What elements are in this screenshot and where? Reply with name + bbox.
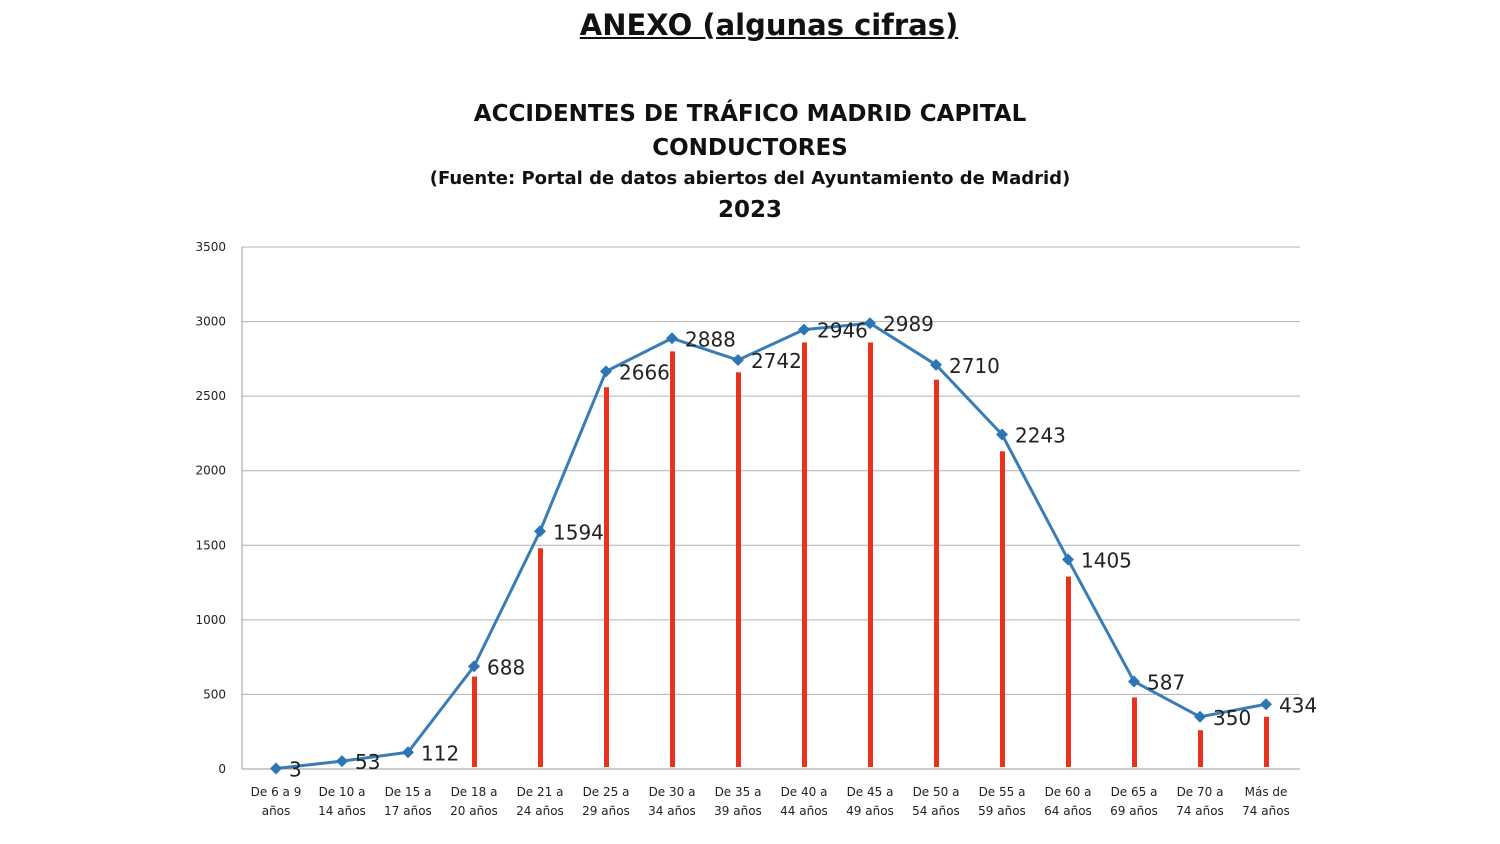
y-tick-label: 1500: [195, 538, 226, 552]
y-tick-label: 3000: [195, 315, 226, 329]
data-label: 2742: [751, 349, 802, 373]
x-tick-label: De 70 a: [1177, 785, 1224, 799]
x-tick-label: 14 años: [318, 804, 366, 818]
data-point: [600, 365, 612, 378]
data-label: 1594: [553, 520, 604, 544]
data-point: [468, 660, 480, 673]
x-tick-label: 44 años: [780, 804, 828, 818]
y-tick-label: 2000: [195, 464, 226, 478]
data-point: [1128, 675, 1140, 688]
data-label: 350: [1213, 706, 1251, 730]
x-tick-label: De 45 a: [847, 785, 894, 799]
data-label: 2243: [1015, 423, 1066, 447]
bar: [1000, 451, 1005, 767]
data-point: [270, 762, 282, 775]
y-tick-label: 500: [203, 687, 226, 701]
y-tick-label: 0: [218, 762, 226, 776]
bar: [604, 387, 609, 767]
x-tick-label: 29 años: [582, 804, 630, 818]
data-label: 2710: [949, 354, 1000, 378]
data-label: 112: [421, 741, 459, 765]
x-tick-label: De 18 a: [451, 785, 498, 799]
data-point: [402, 746, 414, 759]
x-tick-label: 69 años: [1110, 804, 1158, 818]
data-point: [864, 317, 876, 330]
x-tick-label: De 50 a: [913, 785, 960, 799]
x-tick-label: De 10 a: [319, 785, 366, 799]
chart-subtitle: CONDUCTORES: [652, 135, 848, 161]
data-point: [666, 332, 678, 345]
x-tick-label: 54 años: [912, 804, 960, 818]
data-point: [930, 358, 942, 371]
bar: [670, 351, 675, 767]
x-tick-label: Más de: [1245, 785, 1288, 799]
x-tick-label: De 40 a: [781, 785, 828, 799]
x-tick-label: 20 años: [450, 804, 498, 818]
x-tick-label: De 6 a 9: [251, 785, 302, 799]
x-tick-label: 74 años: [1176, 804, 1224, 818]
data-label: 2946: [817, 319, 868, 343]
page-title: ANEXO (algunas cifras): [579, 8, 959, 42]
data-point: [798, 323, 810, 336]
data-point: [1260, 698, 1272, 711]
bar: [802, 342, 807, 767]
bar: [868, 342, 873, 767]
data-point: [1062, 553, 1074, 566]
data-point: [732, 354, 744, 367]
data-label: 1405: [1081, 548, 1132, 572]
x-tick-label: 17 años: [384, 804, 432, 818]
x-tick-label: De 35 a: [715, 785, 762, 799]
y-tick-label: 2500: [195, 389, 226, 403]
data-label: 2989: [883, 312, 934, 336]
bar: [1264, 716, 1269, 767]
data-label: 2888: [685, 327, 736, 351]
x-tick-label: 64 años: [1044, 804, 1092, 818]
data-point: [1194, 710, 1206, 723]
x-tick-label: 34 años: [648, 804, 696, 818]
x-tick-label: 59 años: [978, 804, 1026, 818]
bar: [1198, 730, 1203, 767]
bar: [934, 379, 939, 767]
x-tick-label: De 30 a: [649, 785, 696, 799]
bar: [736, 372, 741, 767]
data-point: [534, 525, 546, 538]
x-tick-label: años: [262, 804, 291, 818]
bar: [1066, 576, 1071, 767]
x-tick-label: 74 años: [1242, 804, 1290, 818]
y-tick-label: 3500: [195, 240, 226, 254]
x-tick-label: De 65 a: [1111, 785, 1158, 799]
bar: [538, 548, 543, 767]
data-label: 2666: [619, 360, 670, 384]
data-point: [996, 428, 1008, 441]
data-label: 688: [487, 655, 525, 679]
data-label: 3: [289, 758, 302, 782]
data-label: 53: [355, 750, 380, 774]
bar: [472, 676, 477, 767]
x-tick-label: De 15 a: [385, 785, 432, 799]
data-point: [336, 755, 348, 768]
series-line: [275, 321, 1267, 771]
bar: [1132, 697, 1137, 767]
chart-source: (Fuente: Portal de datos abiertos del Ay…: [429, 168, 1071, 189]
x-tick-label: 39 años: [714, 804, 762, 818]
x-tick-label: De 55 a: [979, 785, 1026, 799]
data-label: 587: [1147, 670, 1185, 694]
x-tick-label: De 60 a: [1045, 785, 1092, 799]
x-tick-label: 49 años: [846, 804, 894, 818]
x-tick-label: 24 años: [516, 804, 564, 818]
data-label: 434: [1279, 693, 1317, 717]
x-tick-label: De 25 a: [583, 785, 630, 799]
chart-year: 2023: [717, 197, 782, 223]
chart-title: ACCIDENTES DE TRÁFICO MADRID CAPITAL: [473, 101, 1027, 127]
x-tick-label: De 21 a: [517, 785, 564, 799]
y-tick-label: 1000: [195, 613, 226, 627]
